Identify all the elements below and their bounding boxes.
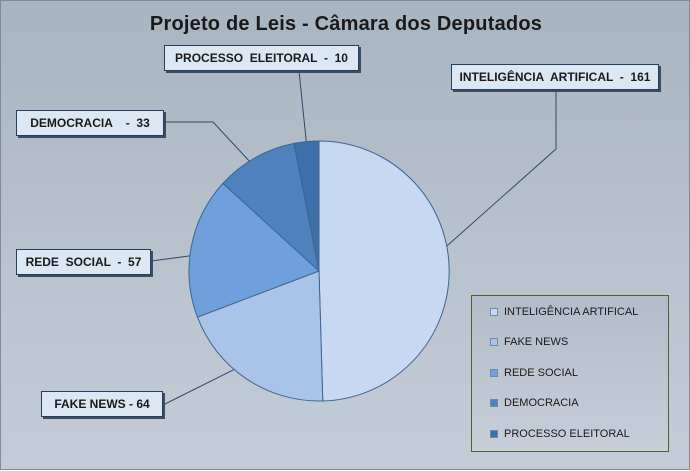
legend-label: PROCESSO ELEITORAL	[504, 428, 630, 440]
legend-item: DEMOCRACIA	[490, 395, 579, 411]
legend-label: REDE SOCIAL	[504, 367, 578, 379]
pie-slice-democracia	[222, 142, 320, 273]
label-rede-social: REDE SOCIAL - 57	[16, 249, 151, 275]
legend-item: INTELIGÊNCIA ARTIFICAL	[490, 304, 638, 320]
label-fake-news: FAKE NEWS - 64	[41, 391, 163, 417]
pie-slice-fake-news	[196, 270, 324, 402]
legend-swatch	[490, 369, 498, 377]
legend: INTELIGÊNCIA ARTIFICAL FAKE NEWS REDE SO…	[471, 295, 669, 452]
label-democracia: DEMOCRACIA - 33	[16, 110, 164, 136]
legend-swatch	[490, 430, 498, 438]
chart-title: Projeto de Leis - Câmara dos Deputados	[149, 13, 543, 35]
label-inteligencia-artifical: INTELIGÊNCIA ARTIFICAL - 161	[451, 64, 659, 90]
pie-slice-intelig-ncia-artifical	[318, 140, 450, 402]
pie-slice-processo-eleitoral	[293, 140, 320, 272]
legend-swatch	[490, 399, 498, 407]
legend-label: FAKE NEWS	[504, 336, 569, 348]
legend-swatch	[490, 308, 498, 316]
leader-line	[420, 91, 557, 270]
legend-swatch	[490, 338, 498, 346]
legend-label: DEMOCRACIA	[504, 397, 579, 409]
pie-slice-rede-social	[188, 182, 320, 318]
legend-item: PROCESSO ELEITORAL	[490, 426, 630, 442]
legend-label: INTELIGÊNCIA ARTIFICAL	[504, 306, 639, 318]
legend-item: REDE SOCIAL	[490, 365, 578, 381]
label-processo-eleitoral: PROCESSO ELEITORAL - 10	[164, 45, 359, 71]
legend-item: FAKE NEWS	[490, 334, 568, 350]
